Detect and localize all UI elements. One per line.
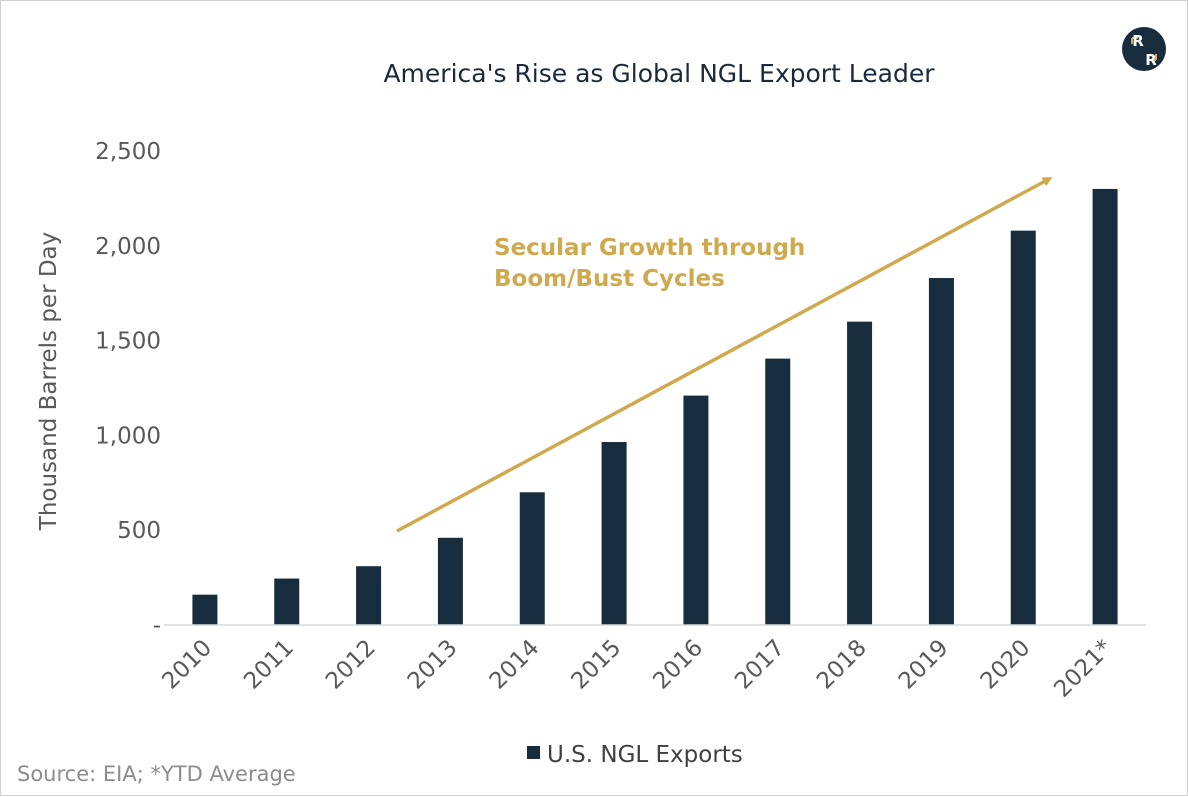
- x-tick-label: 2018: [812, 635, 872, 695]
- bar-2019: [928, 278, 954, 625]
- bar-2016: [683, 395, 709, 625]
- bar-2012: [356, 566, 382, 625]
- trend-arrow: [396, 177, 1053, 533]
- bar-2015: [601, 442, 627, 625]
- y-axis-ticks: - 500 1,000 1,500 2,000 2,500: [95, 139, 161, 639]
- x-tick-label: 2010: [157, 635, 217, 695]
- bar-2010: [192, 594, 218, 625]
- bar-2021: [1092, 188, 1118, 626]
- y-tick-label: 1,000: [95, 423, 161, 449]
- legend-swatch: [527, 746, 540, 759]
- x-tick-label: 2019: [894, 635, 954, 695]
- x-tick-label: 2021*: [1049, 635, 1117, 703]
- logo-letter-top: R: [1132, 32, 1144, 50]
- source-note: Source: EIA; *YTD Average: [17, 762, 296, 786]
- y-tick-label: -: [153, 613, 161, 639]
- y-tick-label: 500: [117, 518, 161, 544]
- annotation-line-1: Secular Growth through: [494, 235, 805, 261]
- legend: U.S. NGL Exports: [527, 742, 743, 768]
- x-tick-label: 2012: [321, 635, 381, 695]
- x-tick-label: 2013: [403, 635, 463, 695]
- logo: R R: [1122, 27, 1166, 71]
- x-tick-label: 2017: [730, 635, 790, 695]
- annotation-line-2: Boom/Bust Cycles: [494, 266, 725, 292]
- y-tick-label: 1,500: [95, 329, 161, 355]
- bars-group: [192, 188, 1118, 626]
- chart-title: America's Rise as Global NGL Export Lead…: [383, 59, 935, 88]
- x-tick-label: 2014: [485, 635, 545, 695]
- x-tick-label: 2011: [239, 635, 299, 695]
- bar-2018: [847, 321, 873, 625]
- x-tick-label: 2015: [567, 635, 627, 695]
- x-axis-ticks: 2010 2011 2012 2013 2014 2015 2016 2017 2018 2019…: [157, 635, 1117, 703]
- y-tick-label: 2,500: [95, 139, 161, 165]
- bar-2011: [274, 578, 300, 625]
- legend-label: U.S. NGL Exports: [547, 742, 743, 768]
- bar-2020: [1010, 230, 1036, 625]
- y-axis-label: Thousand Barrels per Day: [36, 232, 62, 531]
- bar-2013: [437, 537, 463, 625]
- y-tick-label: 2,000: [95, 234, 161, 260]
- x-tick-label: 2020: [976, 635, 1036, 695]
- bar-2014: [519, 492, 545, 625]
- logo-circle: [1122, 27, 1166, 71]
- bar-2017: [765, 358, 791, 625]
- logo-letter-bottom: R: [1145, 51, 1157, 69]
- x-tick-label: 2016: [648, 635, 708, 695]
